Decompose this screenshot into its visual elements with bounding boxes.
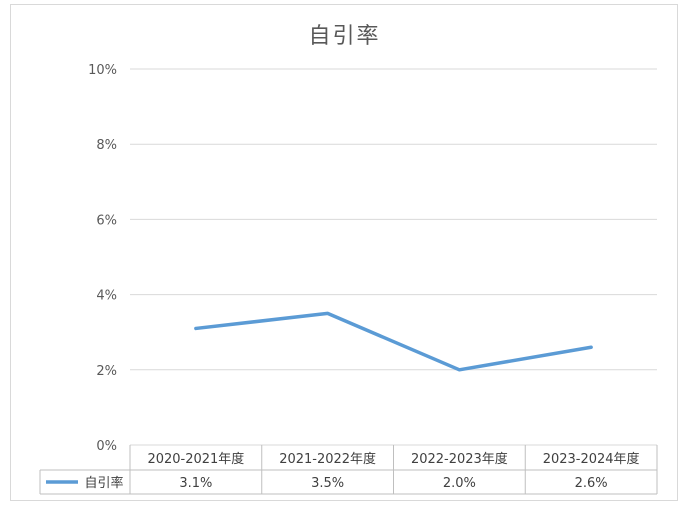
y-tick-label: 4% xyxy=(96,289,117,304)
table-value: 2.6% xyxy=(575,476,608,491)
table-value: 3.1% xyxy=(179,476,212,491)
x-category-label: 2023-2024年度 xyxy=(543,451,640,467)
y-tick-label: 6% xyxy=(96,213,117,228)
y-tick-label: 10% xyxy=(88,63,117,78)
table-value: 3.5% xyxy=(311,476,344,491)
table-value: 2.0% xyxy=(443,476,476,491)
x-category-label: 2020-2021年度 xyxy=(147,451,244,467)
y-tick-label: 0% xyxy=(96,439,117,454)
x-category-label: 2022-2023年度 xyxy=(411,451,508,467)
y-tick-label: 2% xyxy=(96,364,117,379)
y-tick-label: 8% xyxy=(96,138,117,153)
legend-label: 自引率 xyxy=(84,475,123,491)
x-category-label: 2021-2022年度 xyxy=(279,451,376,467)
chart-title: 自引率 xyxy=(308,24,381,49)
series-line xyxy=(194,311,593,372)
chart-frame xyxy=(10,4,678,501)
